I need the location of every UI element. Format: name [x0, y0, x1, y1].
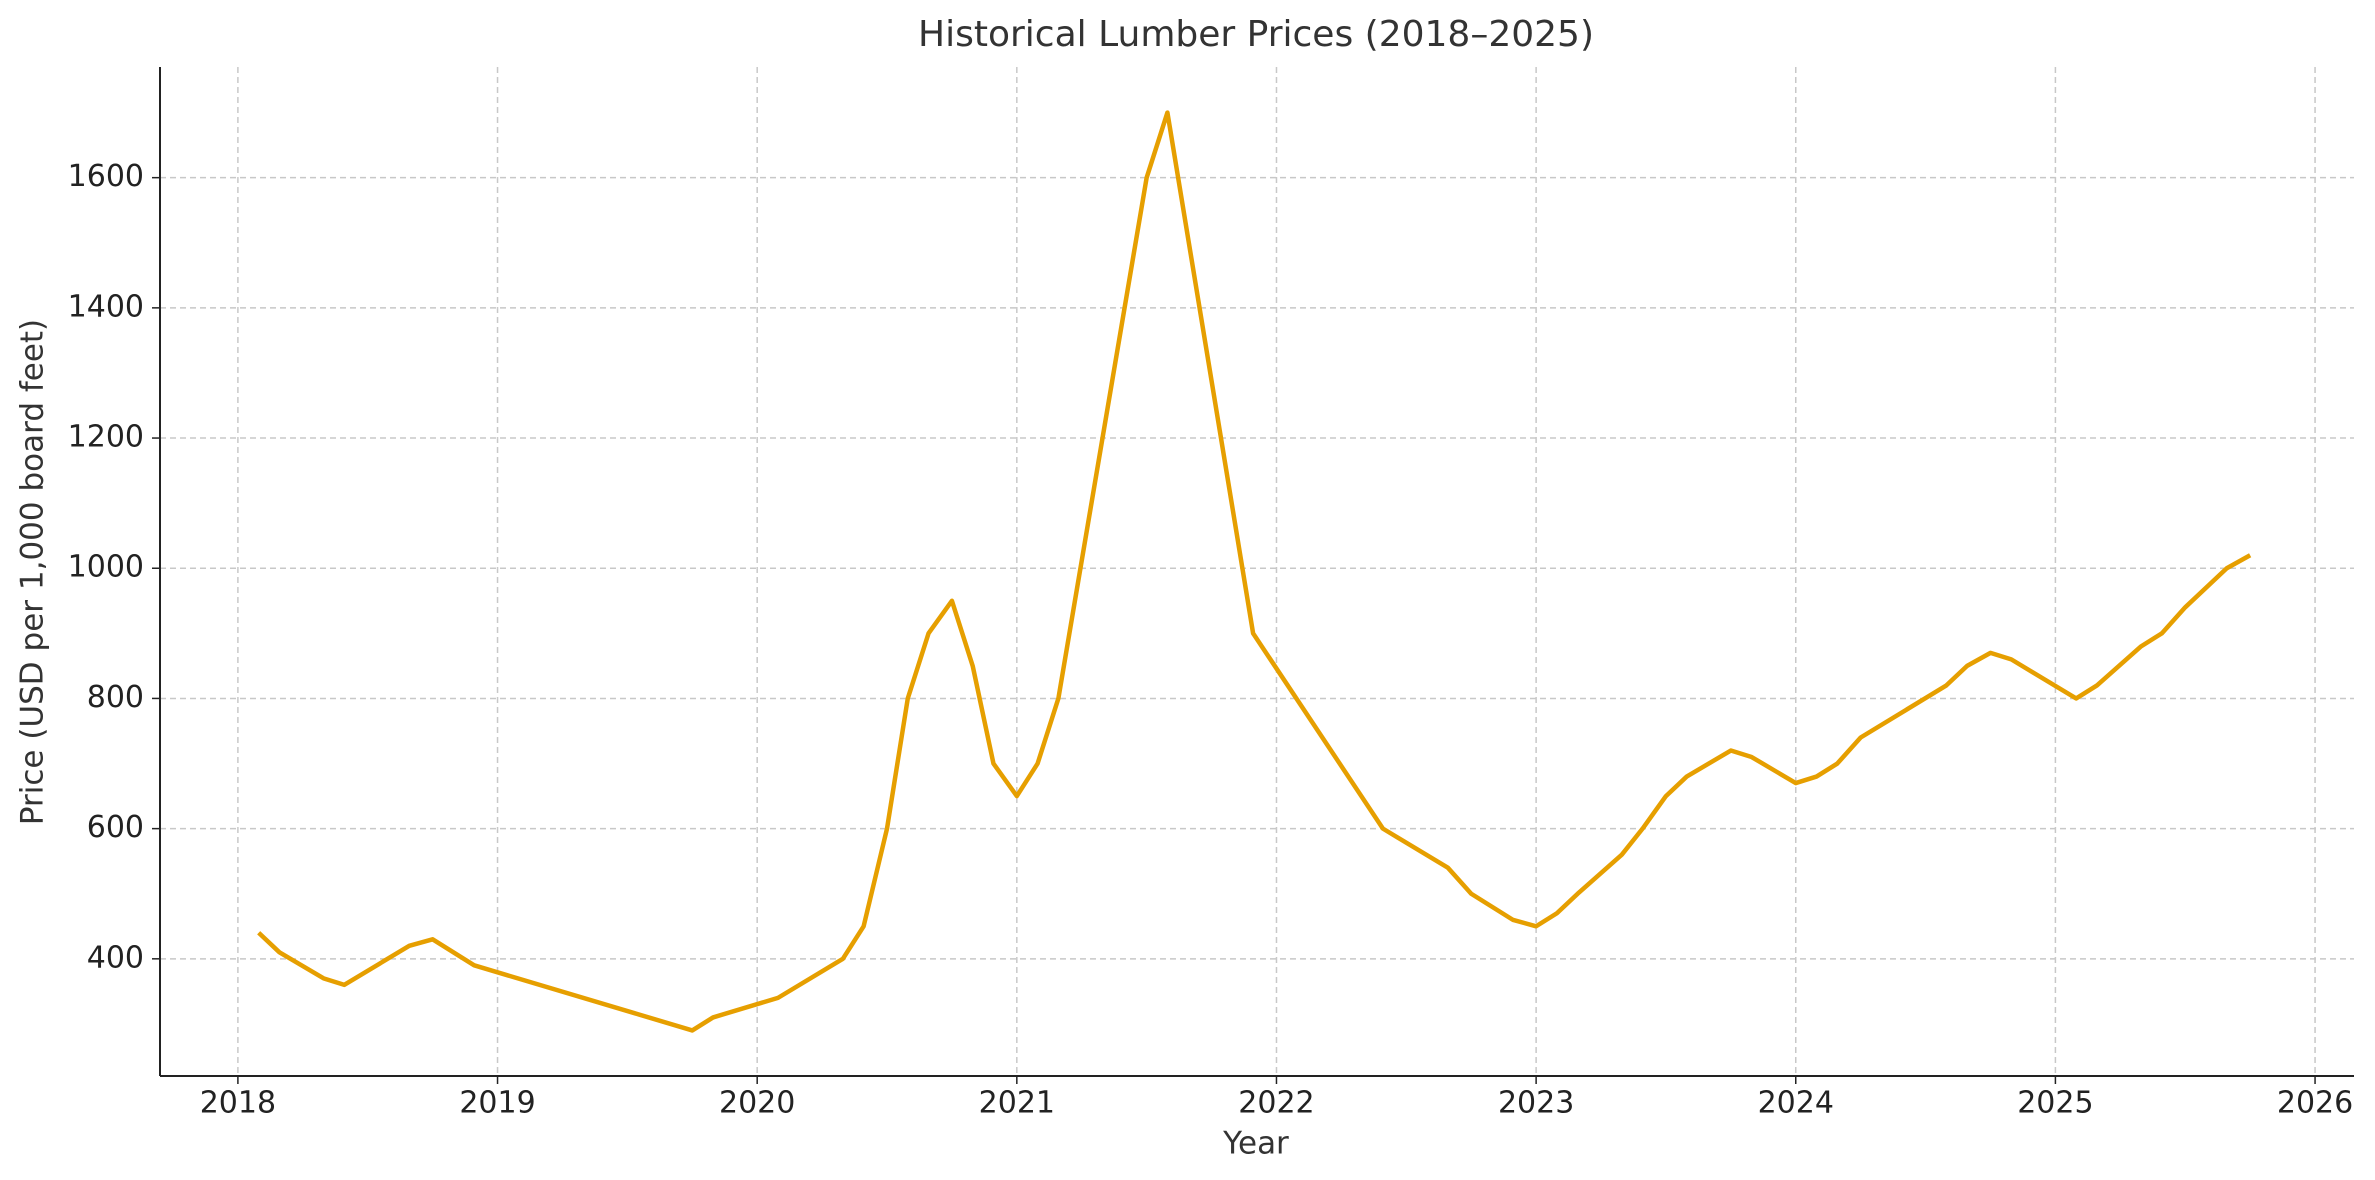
- y-tick-label: 1000: [68, 550, 144, 585]
- y-tick-label: 800: [87, 680, 144, 715]
- x-tick-label: 2023: [1498, 1086, 1574, 1121]
- x-tick-label: 2025: [2017, 1086, 2093, 1121]
- y-axis-label: Price (USD per 1,000 board feet): [15, 319, 51, 825]
- x-tick-label: 2026: [2277, 1086, 2353, 1121]
- y-tick-label: 1200: [68, 420, 144, 455]
- y-tick-label: 1600: [68, 159, 144, 194]
- x-tick-label: 2018: [200, 1086, 276, 1121]
- x-tick-label: 2020: [719, 1086, 795, 1121]
- y-tick-label: 400: [87, 940, 144, 975]
- y-tick-label: 600: [87, 810, 144, 845]
- x-tick-label: 2024: [1758, 1086, 1834, 1121]
- x-tick-label: 2022: [1238, 1086, 1314, 1121]
- x-tick-label: 2019: [459, 1086, 535, 1121]
- data-line: [257, 110, 2252, 1033]
- x-tick-label: 2021: [979, 1086, 1055, 1121]
- chart-title: Historical Lumber Prices (2018–2025): [918, 14, 1594, 55]
- y-tick-label: 1400: [68, 289, 144, 324]
- x-axis-label: Year: [1222, 1126, 1289, 1162]
